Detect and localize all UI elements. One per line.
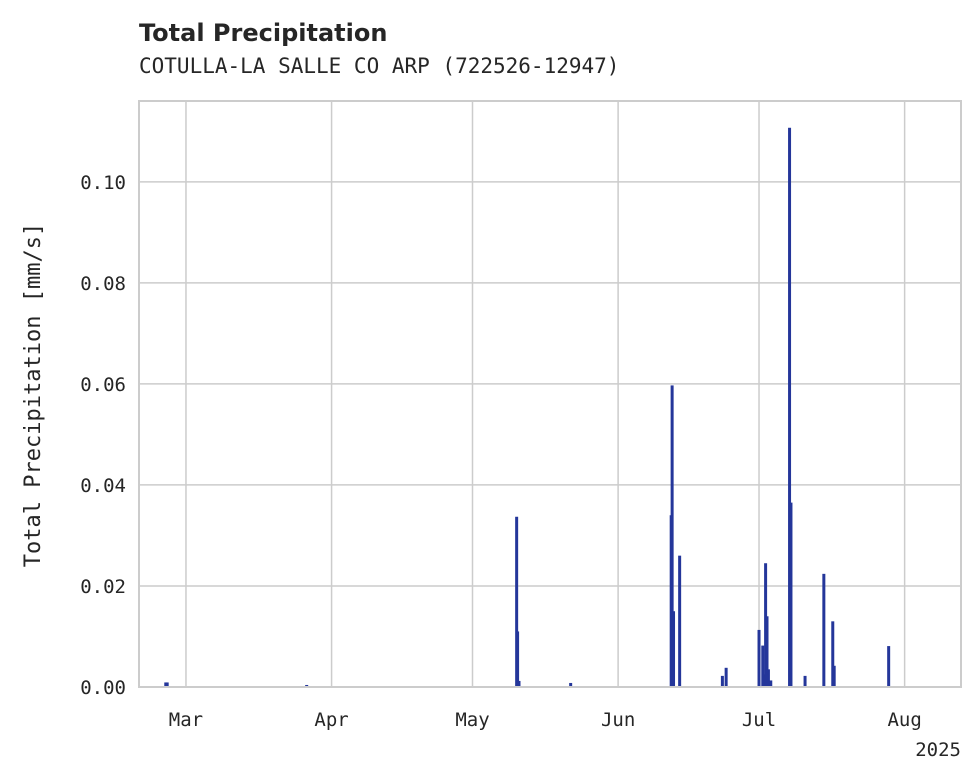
chart-title: Total Precipitation <box>139 19 387 47</box>
y-tick-label: 0.04 <box>80 475 126 497</box>
x-tick-label: Aug <box>887 709 921 731</box>
precip-bar <box>788 127 792 687</box>
y-tick-label: 0.00 <box>80 677 126 699</box>
precip-bar <box>670 385 674 687</box>
bars <box>164 127 891 687</box>
precip-bar <box>765 616 769 687</box>
precip-bar <box>761 645 765 687</box>
precip-bar <box>165 682 169 687</box>
x-tick-label: Apr <box>314 709 348 731</box>
y-tick-label: 0.02 <box>80 576 126 598</box>
x-tick-label: Jul <box>742 709 776 731</box>
year-label: 2025 <box>915 739 961 761</box>
precip-bar <box>517 680 521 687</box>
chart-subtitle: COTULLA-LA SALLE CO ARP (722526-12947) <box>139 54 619 78</box>
plot-frame <box>138 100 962 688</box>
precip-bar <box>762 674 766 687</box>
precip-bar <box>769 680 773 687</box>
y-tick-label: 0.06 <box>80 374 126 396</box>
y-tick-label: 0.10 <box>80 172 126 194</box>
precip-bar <box>720 675 724 687</box>
precip-bar <box>766 669 770 687</box>
precip-bar <box>724 667 728 687</box>
precip-bar <box>757 629 761 687</box>
precip-bar <box>569 682 573 687</box>
precip-bar <box>672 611 676 687</box>
precip-bar <box>822 573 826 687</box>
precip-bar <box>516 631 520 687</box>
y-axis-label: Total Precipitation [mm/s] <box>21 223 46 567</box>
precip-bar <box>515 516 519 687</box>
x-tick-label: Jun <box>601 709 635 731</box>
x-tick-label: May <box>455 709 489 731</box>
x-tick-label: Mar <box>169 709 203 731</box>
grid <box>139 101 961 688</box>
precip-bar <box>832 665 836 687</box>
precip-bar <box>678 555 682 687</box>
y-tick-label: 0.08 <box>80 273 126 295</box>
precip-bar <box>305 684 309 687</box>
precip-bar <box>789 502 793 687</box>
tick-labels: Mar Apr May Jun Jul Aug 0.00 0.02 0.04 0.06 0.08 0.… <box>80 172 922 731</box>
precip-bar <box>831 621 835 687</box>
precip-bar <box>887 646 891 687</box>
precip-bar <box>803 675 807 687</box>
